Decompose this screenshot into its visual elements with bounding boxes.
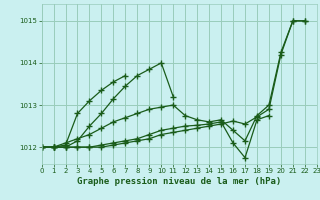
X-axis label: Graphe pression niveau de la mer (hPa): Graphe pression niveau de la mer (hPa) [77,177,281,186]
